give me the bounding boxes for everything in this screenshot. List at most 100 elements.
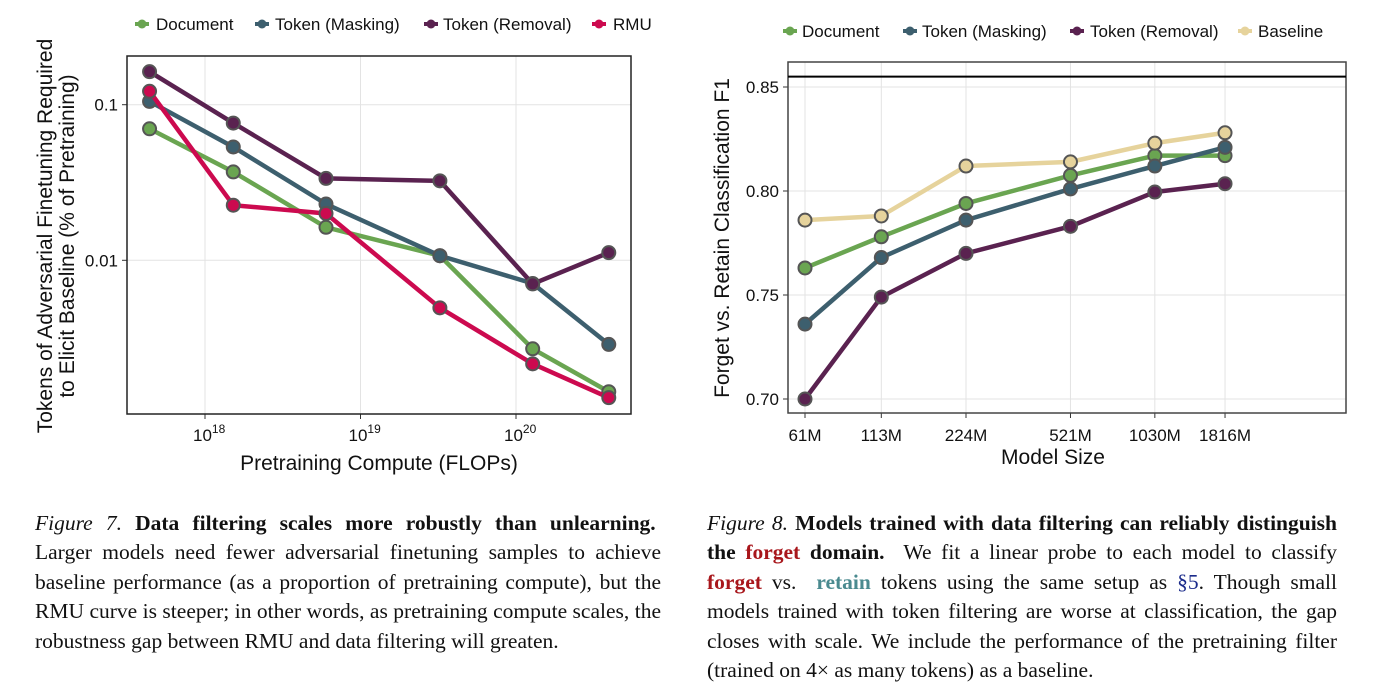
- caption-figure-7: Figure 7. Data filtering scales more rob…: [35, 509, 661, 656]
- data-point: [958, 212, 974, 228]
- data-point: [797, 316, 813, 332]
- data-point: [873, 208, 889, 224]
- caption-text: . Though small models trained with token…: [707, 569, 1337, 683]
- caption-title-end: domain.: [809, 540, 885, 565]
- data-point: [958, 195, 974, 211]
- caption-body: We fit a linear probe to each model to c…: [903, 540, 1337, 565]
- y-tick-label: 0.1: [94, 96, 118, 115]
- section-reference-link[interactable]: §5: [1177, 569, 1199, 594]
- chart-figure-8: 61M 113M 224M 521M 1030M 1816M 0.70 0.75 0.80 0.8…: [711, 22, 1347, 469]
- retain-highlight: retain: [816, 569, 871, 594]
- y-axis-title-line1: Tokens of Adversarial Finetuning Require…: [34, 39, 57, 434]
- data-point: [318, 170, 334, 186]
- data-point: [1147, 158, 1163, 174]
- data-point: [1062, 181, 1078, 197]
- series-line-token-removal-: [148, 69, 610, 287]
- legend-label: Baseline: [1258, 22, 1323, 41]
- caption-figure-8: Figure 8. Models trained with data filte…: [707, 509, 1337, 685]
- data-point: [1062, 218, 1078, 234]
- data-point: [1217, 176, 1233, 192]
- caption-text: vs.: [771, 569, 797, 594]
- data-point: [1062, 154, 1078, 170]
- legend-marker: [594, 19, 604, 29]
- caption-label: Figure 7.: [35, 511, 122, 535]
- y-tick-label: 0.80: [746, 182, 779, 201]
- y-tick-label: 0.85: [746, 78, 779, 97]
- tick-exponent: 19: [367, 422, 381, 436]
- data-point: [525, 341, 541, 357]
- data-point: [601, 245, 617, 261]
- legend-marker: [1240, 26, 1250, 36]
- series-line-document: [148, 126, 610, 394]
- forget-highlight: forget: [745, 540, 801, 565]
- data-point: [318, 219, 334, 235]
- plot-frame: [126, 55, 632, 415]
- data-point: [225, 164, 241, 180]
- x-tick-label: 1020: [504, 422, 537, 445]
- data-point: [432, 300, 448, 316]
- legend-label: Document: [802, 22, 880, 41]
- caption-label: Figure 8.: [707, 511, 788, 535]
- caption-body: Larger models need fewer adversarial fin…: [35, 540, 661, 653]
- x-axis-title: Pretraining Compute (FLOPs): [240, 452, 518, 475]
- data-point: [1217, 125, 1233, 141]
- series-line-document: [804, 153, 1226, 271]
- data-point: [797, 260, 813, 276]
- legend-label: Document: [156, 15, 234, 34]
- data-point: [797, 391, 813, 407]
- data-point: [525, 356, 541, 372]
- data-point: [601, 390, 617, 406]
- data-point: [873, 250, 889, 266]
- legend-marker: [137, 19, 147, 29]
- data-point: [142, 64, 158, 80]
- data-point: [958, 158, 974, 174]
- caption-text: tokens using the same setup as: [880, 569, 1168, 594]
- x-tick-label: 1018: [193, 422, 226, 445]
- x-tick-label: 521M: [1049, 426, 1092, 445]
- legend-label: Token (Masking): [275, 15, 400, 34]
- data-point: [1217, 139, 1233, 155]
- legend-marker: [426, 19, 436, 29]
- data-point: [1062, 167, 1078, 183]
- data-point: [142, 121, 158, 137]
- series-line-token-removal-: [803, 181, 1226, 401]
- caption-title: Data filtering scales more robustly than…: [135, 511, 656, 535]
- legend-marker: [257, 19, 267, 29]
- x-tick-label: 1019: [349, 422, 382, 445]
- y-tick-label: 0.70: [746, 390, 779, 409]
- legend-label: Token (Removal): [443, 15, 572, 34]
- tick-base: 10: [349, 426, 368, 445]
- data-point: [1147, 135, 1163, 151]
- data-point: [525, 276, 541, 292]
- y-tick-label: 0.01: [85, 251, 118, 270]
- legend-label: RMU: [613, 15, 652, 34]
- legend-label: Token (Masking): [922, 22, 1047, 41]
- x-tick-label: 224M: [945, 426, 988, 445]
- legend-marker: [785, 26, 795, 36]
- data-point: [601, 336, 617, 352]
- data-point: [873, 289, 889, 305]
- tick-base: 10: [504, 426, 523, 445]
- data-point: [225, 139, 241, 155]
- tick-exponent: 20: [523, 422, 537, 436]
- x-tick-label: 1816M: [1199, 426, 1251, 445]
- y-axis-title: Forget vs. Retain Classification F1: [711, 78, 734, 398]
- data-point: [1147, 184, 1163, 200]
- series-line-token-masking-: [148, 99, 611, 347]
- data-point: [797, 212, 813, 228]
- data-point: [432, 173, 448, 189]
- y-axis-title-line2: to Elicit Baseline (% of Pretraining): [56, 74, 79, 397]
- tick-base: 10: [193, 426, 212, 445]
- x-tick-label: 61M: [788, 426, 821, 445]
- series-line-token-masking-: [803, 145, 1226, 326]
- y-tick-label: 0.75: [746, 286, 779, 305]
- tick-exponent: 18: [212, 422, 226, 436]
- data-point: [318, 205, 334, 221]
- legend-marker: [905, 26, 915, 36]
- data-point: [225, 197, 241, 213]
- data-point: [142, 83, 158, 99]
- x-tick-label: 1030M: [1129, 426, 1181, 445]
- legend-label: Token (Removal): [1090, 22, 1219, 41]
